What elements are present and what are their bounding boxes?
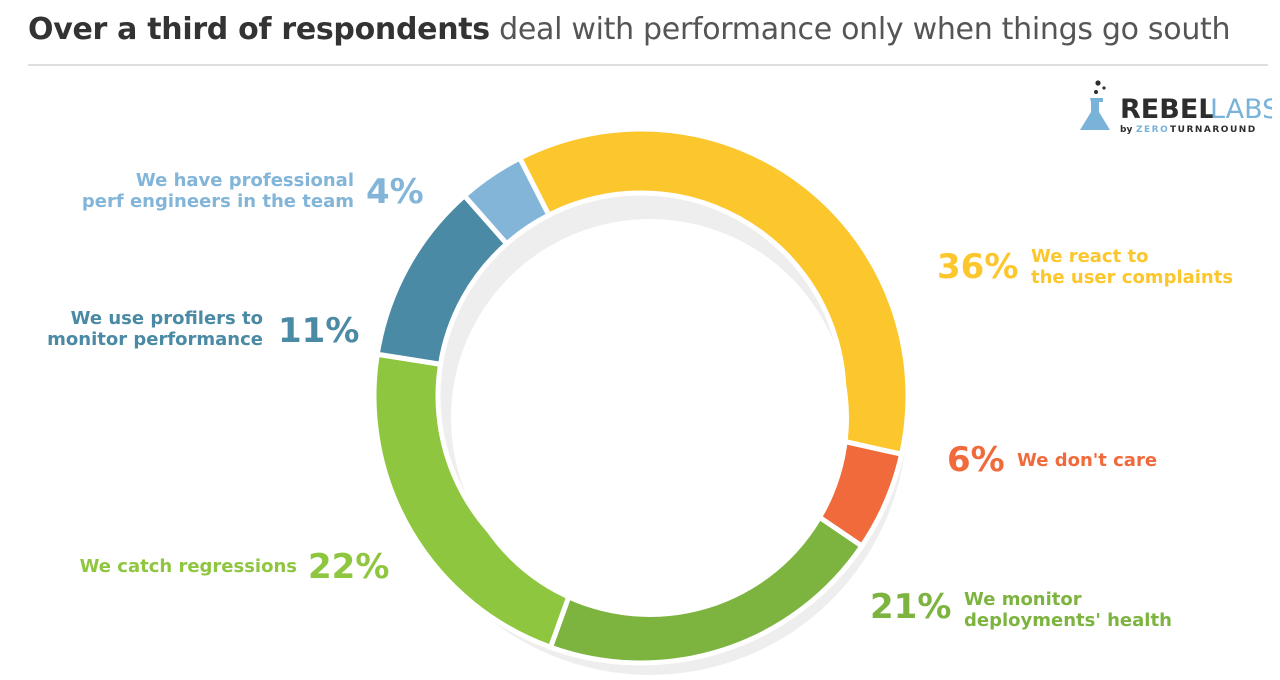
donut-slice-4	[374, 192, 511, 368]
donut-slice-3	[371, 351, 576, 651]
logo-by: by	[1120, 125, 1132, 135]
flask-icon	[1080, 80, 1110, 130]
slice-label-3-line-0: We catch regressions	[80, 556, 297, 577]
slice-value-3: 22%	[308, 547, 389, 587]
donut-shadow-ring	[393, 161, 907, 675]
donut-hole	[451, 219, 849, 617]
donut-slice-1	[805, 437, 905, 550]
slice-label-2-line-0: We monitor	[964, 589, 1082, 610]
rebellabs-logo: REBEL LABS by ZERO TURNAROUND	[1080, 80, 1272, 135]
slice-value-2: 21%	[870, 587, 951, 627]
slice-label-2-line-1: deployments' health	[964, 610, 1172, 631]
title-light: deal with performance only when things g…	[499, 12, 1231, 47]
slice-value-4: 11%	[278, 311, 359, 351]
slice-label-0-line-0: We react to	[1031, 246, 1148, 267]
slice-value-5: 4%	[366, 172, 424, 212]
logo-labs: LABS	[1210, 94, 1272, 125]
title-divider	[28, 64, 1268, 66]
slice-value-1: 6%	[947, 440, 1005, 480]
donut-slice-2	[547, 506, 866, 666]
chart-title: Over a third of respondents deal with pe…	[28, 12, 1231, 47]
donut-slice-5	[460, 154, 553, 248]
slice-label-5-line-0: We have professional	[136, 170, 354, 191]
slice-label-5-line-1: perf engineers in the team	[82, 191, 354, 212]
slice-value-0: 36%	[937, 247, 1018, 287]
slice-label-4-line-0: We use profilers to	[71, 308, 263, 329]
logo-rebel: REBEL	[1120, 94, 1215, 125]
title-bold: Over a third of respondents	[28, 12, 490, 47]
slice-label-4-line-1: monitor performance	[47, 329, 263, 350]
logo-turnaround: TURNAROUND	[1170, 125, 1257, 135]
donut-slice-0	[516, 126, 911, 458]
slice-label-1-line-0: We don't care	[1017, 450, 1157, 471]
slice-label-0-line-1: the user complaints	[1031, 267, 1233, 288]
logo-zero: ZERO	[1136, 125, 1169, 135]
